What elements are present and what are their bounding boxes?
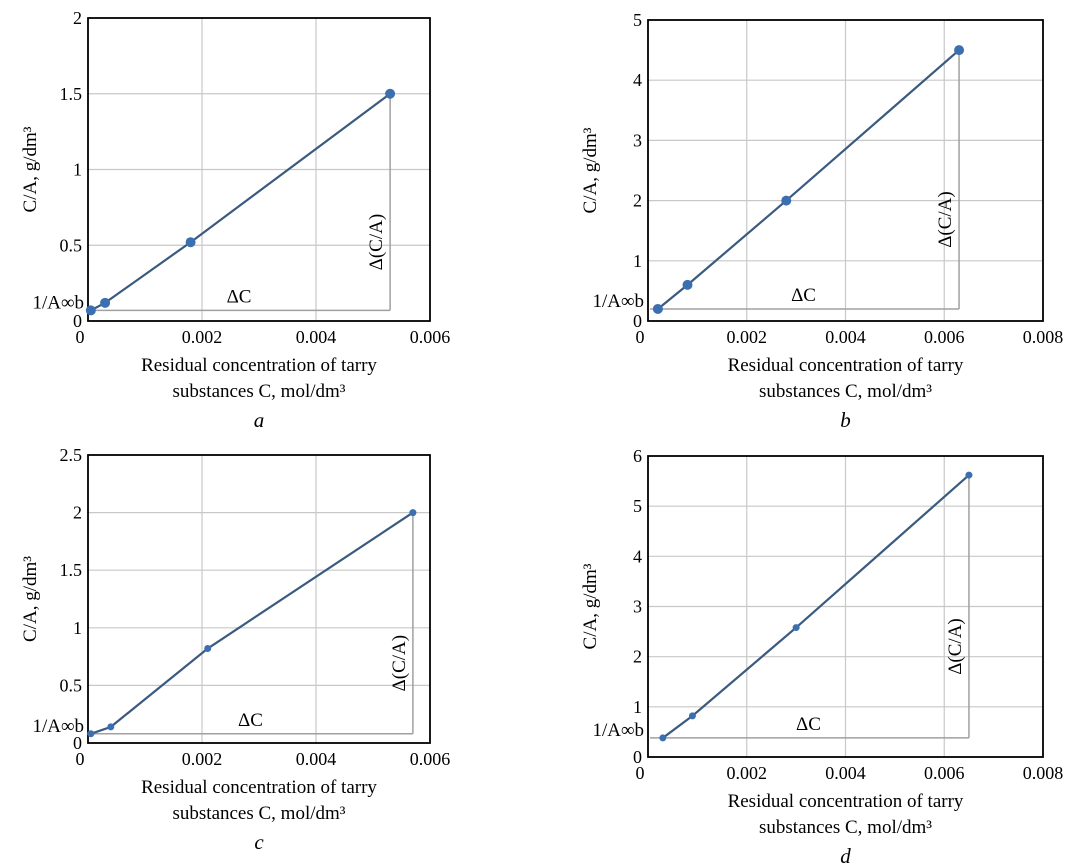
chart-panel-c: 0 0.002 0.004 0.006 0 0.5 1 1.5 2 2.5 ΔC Δ(C/A) 1/A∞… [20,445,450,854]
y-tick-label: 3 [633,597,642,617]
x-axis-label-line1: Residual concentration of tarry [728,355,964,376]
delta-ca-label: Δ(C/A) [945,618,966,675]
x-tick-label: 0.004 [296,327,337,347]
x-axis-label-line1: Residual concentration of tarry [141,777,377,798]
y-tick-label: 6 [633,446,642,466]
x-axis-label-line1: Residual concentration of tarry [141,355,377,376]
y-tick-label: 0 [633,747,642,767]
y-axis-label: C/A, g/dm³ [20,556,41,642]
x-tick-label: 0.002 [727,327,768,347]
x-axis-label-line1: Residual concentration of tarry [728,791,964,812]
y-tick-label: 5 [633,10,642,30]
chart-panel-a: 0 0.002 0.004 0.006 0 0.5 1 1.5 2 ΔC Δ(C/A) 1/A∞b Re… [20,8,450,432]
plot-frame [647,455,1044,758]
intercept-label: 1/A∞b [592,720,644,741]
y-tick-label: 0 [633,311,642,331]
plot-frame [647,19,1044,322]
y-tick-label: 3 [633,130,642,150]
x-tick-label: 0.008 [1023,763,1064,783]
chart-panel-b: 0 0.002 0.004 0.006 0.008 0 1 2 3 4 5 ΔC Δ(C/A) 1/A∞b… [580,10,1063,432]
plot-frame [87,17,431,322]
data-point [659,734,667,742]
delta-c-label: ΔC [796,714,821,735]
x-tick-label: 0.004 [825,327,866,347]
y-axis-label: C/A, g/dm³ [20,126,41,212]
data-point [954,45,965,56]
delta-ca-label: Δ(C/A) [389,635,410,692]
x-tick-label: 0.006 [924,327,965,347]
x-tick-label: 0.004 [296,749,337,769]
y-tick-label: 1 [73,160,82,180]
x-tick-label: 0 [76,327,85,347]
y-tick-label: 5 [633,496,642,516]
data-point [385,88,396,99]
x-tick-label: 0.002 [182,749,223,769]
y-tick-label: 2.5 [60,445,83,465]
data-point [781,195,792,206]
x-axis-label-line2: substances C, mol/dm³ [173,381,346,402]
x-axis-label-line2: substances C, mol/dm³ [173,803,346,824]
y-tick-label: 2 [73,8,82,28]
y-tick-label: 2 [633,191,642,211]
data-point [652,303,663,314]
y-tick-label: 1 [73,618,82,638]
data-point [87,730,95,738]
delta-c-label: ΔC [227,286,252,307]
y-tick-label: 0 [73,733,82,753]
x-tick-label: 0.006 [410,327,451,347]
y-tick-label: 0.5 [60,675,83,695]
plot-frame [87,454,431,744]
series-line [657,49,960,310]
y-tick-label: 1 [633,697,642,717]
x-tick-label: 0.002 [182,327,223,347]
panel-label: b [840,408,851,432]
y-tick-label: 1.5 [60,560,83,580]
y-tick-label: 0 [73,311,82,331]
x-tick-label: 0.002 [727,763,768,783]
y-tick-label: 2 [633,647,642,667]
x-tick-label: 0 [636,327,645,347]
delta-c-label: ΔC [238,710,263,731]
series-line [90,92,391,312]
x-axis-label-line2: substances C, mol/dm³ [759,817,932,838]
y-tick-label: 1.5 [60,84,83,104]
data-point [100,297,111,308]
y-axis-label: C/A, g/dm³ [580,127,601,213]
panel-label: c [254,830,264,854]
data-point [792,624,800,632]
y-tick-label: 4 [633,546,642,566]
y-tick-label: 4 [633,70,642,90]
delta-ca-label: Δ(C/A) [935,191,956,248]
data-point [107,723,115,731]
intercept-label: 1/A∞b [32,716,84,737]
data-point [409,509,417,517]
delta-c-label: ΔC [791,285,816,306]
chart-panel-d: 0 0.002 0.004 0.006 0.008 0 1 2 3 4 5 6 ΔC Δ(C/A) 1/A∞… [580,446,1063,866]
delta-ca-label: Δ(C/A) [366,214,387,271]
data-point [185,237,196,248]
y-tick-label: 0.5 [60,235,83,255]
x-tick-label: 0 [76,749,85,769]
y-tick-label: 2 [73,503,82,523]
intercept-label: 1/A∞b [592,291,644,312]
series-line [662,474,970,739]
x-tick-label: 0.008 [1023,327,1064,347]
data-point [682,279,693,290]
data-point [85,305,96,316]
series-line [90,511,414,735]
intercept-label: 1/A∞b [32,292,84,313]
data-point [204,645,212,653]
y-axis-label: C/A, g/dm³ [580,563,601,649]
y-tick-label: 1 [633,251,642,271]
x-axis-label-line2: substances C, mol/dm³ [759,381,932,402]
panel-label: a [254,408,265,432]
x-tick-label: 0.004 [825,763,866,783]
data-point [965,471,973,479]
x-tick-label: 0.006 [410,749,451,769]
x-tick-label: 0 [636,763,645,783]
panel-label: d [840,844,851,866]
data-point [688,712,696,720]
x-tick-label: 0.006 [924,763,965,783]
